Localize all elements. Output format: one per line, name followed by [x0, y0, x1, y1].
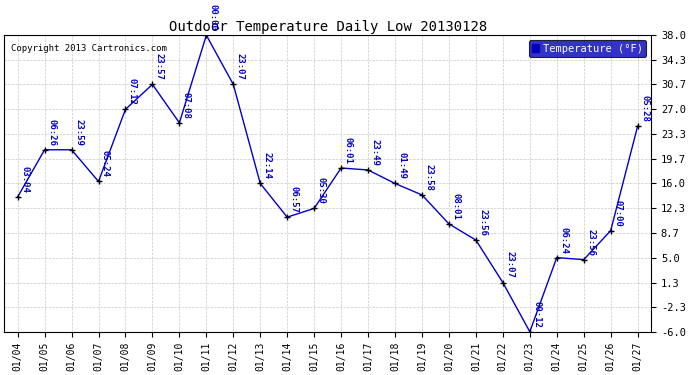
Legend: Temperature (°F): Temperature (°F)	[529, 40, 646, 57]
Text: 05:24: 05:24	[101, 150, 110, 177]
Text: 08:01: 08:01	[451, 193, 460, 220]
Text: 05:28: 05:28	[640, 95, 649, 122]
Text: 06:24: 06:24	[559, 226, 568, 254]
Text: 23:56: 23:56	[586, 229, 595, 255]
Text: 07:12: 07:12	[128, 78, 137, 105]
Text: 01:49: 01:49	[397, 152, 406, 179]
Text: 07:00: 07:00	[613, 200, 622, 226]
Text: 23:56: 23:56	[478, 209, 487, 236]
Text: 00:12: 00:12	[532, 301, 541, 328]
Text: 06:01: 06:01	[344, 137, 353, 164]
Text: 23:57: 23:57	[155, 53, 164, 80]
Text: 05:30: 05:30	[317, 177, 326, 204]
Text: 06:57: 06:57	[290, 186, 299, 213]
Text: 23:59: 23:59	[74, 119, 83, 146]
Text: 23:58: 23:58	[424, 164, 433, 191]
Title: Outdoor Temperature Daily Low 20130128: Outdoor Temperature Daily Low 20130128	[168, 20, 486, 34]
Text: 00:00: 00:00	[209, 4, 218, 31]
Text: Copyright 2013 Cartronics.com: Copyright 2013 Cartronics.com	[10, 44, 166, 53]
Text: 07:08: 07:08	[182, 92, 191, 118]
Text: 23:07: 23:07	[505, 252, 514, 278]
Text: 23:49: 23:49	[371, 139, 380, 166]
Text: 22:14: 22:14	[263, 152, 272, 179]
Text: 03:04: 03:04	[20, 166, 29, 193]
Text: 23:07: 23:07	[236, 53, 245, 80]
Text: 06:26: 06:26	[47, 119, 56, 146]
